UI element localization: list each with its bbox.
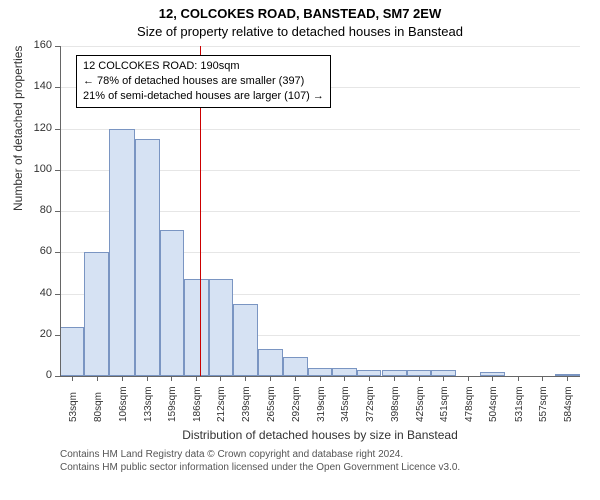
xtick-mark [147, 376, 148, 381]
address-title: 12, COLCOKES ROAD, BANSTEAD, SM7 2EW [0, 6, 600, 21]
gridline [60, 46, 580, 47]
xtick-label: 265sqm [266, 386, 277, 422]
annotation-line: 12 COLCOKES ROAD: 190sqm [83, 59, 324, 74]
histogram-bar [283, 357, 308, 376]
ytick-label: 140 [22, 80, 52, 92]
gridline [60, 129, 580, 130]
xtick-mark [97, 376, 98, 381]
xtick-mark [344, 376, 345, 381]
ytick-label: 60 [22, 245, 52, 257]
xtick-mark [369, 376, 370, 381]
xtick-label: 133sqm [143, 386, 154, 422]
x-axis-label: Distribution of detached houses by size … [60, 428, 580, 442]
xtick-label: 345sqm [340, 386, 351, 422]
ytick-label: 40 [22, 287, 52, 299]
ytick-label: 80 [22, 204, 52, 216]
xtick-mark [122, 376, 123, 381]
ytick-label: 0 [22, 369, 52, 381]
xtick-label: 478sqm [464, 386, 475, 422]
xtick-mark [245, 376, 246, 381]
histogram-bar [60, 327, 84, 377]
xtick-mark [443, 376, 444, 381]
chart-subtitle: Size of property relative to detached ho… [0, 24, 600, 39]
ytick-label: 160 [22, 39, 52, 51]
xtick-mark [567, 376, 568, 381]
xtick-mark [394, 376, 395, 381]
xtick-mark [542, 376, 543, 381]
xtick-mark [220, 376, 221, 381]
xtick-mark [295, 376, 296, 381]
xtick-label: 292sqm [291, 386, 302, 422]
xtick-mark [320, 376, 321, 381]
histogram-bar [135, 139, 160, 376]
histogram-bar [109, 129, 134, 377]
xtick-label: 212sqm [216, 386, 227, 422]
xtick-label: 372sqm [365, 386, 376, 422]
xtick-mark [419, 376, 420, 381]
xtick-label: 53sqm [68, 392, 79, 422]
histogram-bar [184, 279, 209, 376]
xtick-mark [468, 376, 469, 381]
xtick-label: 239sqm [241, 386, 252, 422]
xtick-label: 319sqm [316, 386, 327, 422]
xtick-label: 584sqm [563, 386, 574, 422]
xtick-mark [518, 376, 519, 381]
attribution-text: Contains HM Land Registry data © Crown c… [60, 448, 460, 474]
xtick-label: 504sqm [488, 386, 499, 422]
histogram-bar [233, 304, 258, 376]
histogram-bar [84, 252, 109, 376]
xtick-label: 557sqm [538, 386, 549, 422]
ytick-label: 120 [22, 122, 52, 134]
xtick-label: 398sqm [390, 386, 401, 422]
annotation-line: 21% of semi-detached houses are larger (… [83, 89, 324, 104]
histogram-bar [209, 279, 233, 376]
xtick-label: 159sqm [167, 386, 178, 422]
attribution-line1: Contains HM Land Registry data © Crown c… [60, 448, 460, 461]
annotation-line: ← 78% of detached houses are smaller (39… [83, 74, 324, 89]
xtick-mark [72, 376, 73, 381]
histogram-bar [308, 368, 332, 376]
xtick-label: 106sqm [118, 386, 129, 422]
annotation-box: 12 COLCOKES ROAD: 190sqm← 78% of detache… [76, 55, 331, 108]
xtick-mark [492, 376, 493, 381]
y-axis-line [60, 46, 61, 376]
xtick-label: 186sqm [192, 386, 203, 422]
xtick-label: 531sqm [514, 386, 525, 422]
chart-container: 12, COLCOKES ROAD, BANSTEAD, SM7 2EW Siz… [0, 0, 600, 500]
ytick-label: 100 [22, 163, 52, 175]
xtick-mark [270, 376, 271, 381]
xtick-mark [196, 376, 197, 381]
histogram-bar [160, 230, 184, 376]
histogram-bar [332, 368, 357, 376]
histogram-bar [258, 349, 282, 376]
xtick-label: 80sqm [93, 392, 104, 422]
xtick-mark [171, 376, 172, 381]
attribution-line2: Contains HM public sector information li… [60, 461, 460, 474]
ytick-label: 20 [22, 328, 52, 340]
xtick-label: 425sqm [415, 386, 426, 422]
xtick-label: 451sqm [439, 386, 450, 422]
